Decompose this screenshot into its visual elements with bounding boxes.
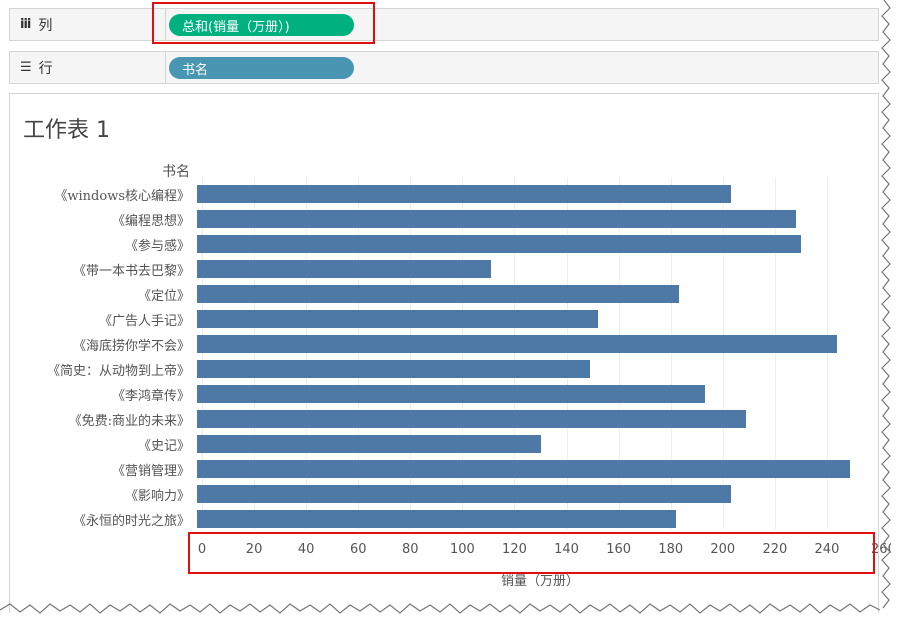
x-tick-label: 140	[554, 542, 579, 557]
gridline	[358, 178, 360, 530]
columns-icon: iii	[20, 17, 31, 32]
category-label: 《参与感》	[124, 239, 190, 254]
gridline	[774, 178, 776, 530]
category-label: 《简史：从动物到上帝》	[46, 364, 190, 379]
rows-pill-bookname[interactable]: 书名	[169, 57, 354, 79]
bar[interactable]	[197, 385, 705, 403]
category-label: 《免费:商业的未来》	[68, 414, 190, 429]
rows-shelf-label: ☰ 行	[10, 52, 166, 83]
bar[interactable]	[197, 410, 747, 428]
highlight-box-columns	[152, 2, 375, 44]
category-label: 《编程思想》	[111, 214, 190, 229]
x-tick-label: 60	[349, 542, 367, 557]
bar[interactable]	[197, 435, 541, 453]
bar[interactable]	[197, 210, 796, 228]
x-tick-label: 260	[871, 542, 891, 557]
gridline	[410, 178, 412, 530]
category-label: 《史记》	[137, 439, 190, 454]
x-tick-label: 180	[658, 542, 684, 557]
bar[interactable]	[197, 460, 851, 478]
columns-shelf: iii 列 总和(销量（万册）)	[9, 8, 879, 41]
x-tick-label: 160	[606, 542, 632, 557]
gridline	[618, 178, 620, 530]
gridline	[254, 178, 256, 530]
rows-icon: ☰	[20, 60, 32, 75]
category-label: 《李鸿章传》	[111, 389, 190, 404]
x-tick-label: 120	[502, 542, 527, 557]
highlight-box-axis	[188, 532, 875, 574]
x-axis-title: 销量（万册）	[500, 574, 579, 589]
x-tick-label: 200	[710, 542, 736, 557]
category-label: 《营销管理》	[111, 464, 190, 479]
gridline	[566, 178, 568, 530]
category-label: 《影响力》	[124, 489, 190, 504]
category-label: 《永恒的时光之旅》	[72, 514, 190, 529]
rows-shelf: ☰ 行 书名	[9, 51, 879, 84]
columns-pill-sales[interactable]: 总和(销量（万册）)	[169, 14, 354, 36]
bar[interactable]	[197, 185, 731, 203]
x-tick-label: 0	[197, 542, 207, 557]
sheet-title: 工作表 1	[23, 118, 110, 143]
rows-header: 书名	[162, 164, 190, 180]
bar[interactable]	[197, 235, 801, 253]
x-tick-label: 220	[762, 542, 788, 557]
x-tick-label: 100	[449, 542, 475, 557]
bar[interactable]	[197, 360, 590, 378]
bar[interactable]	[197, 510, 676, 528]
torn-edge-bottom	[0, 603, 881, 614]
bar[interactable]	[197, 485, 731, 503]
x-tick-label: 80	[402, 542, 419, 557]
columns-label: 列	[38, 17, 53, 34]
rows-label: 行	[38, 60, 53, 77]
bar[interactable]	[197, 285, 679, 303]
x-tick-label: 240	[814, 542, 840, 557]
columns-shelf-label: iii 列	[10, 9, 166, 40]
x-tick-label: 40	[297, 542, 315, 557]
x-tick-label: 20	[245, 542, 263, 557]
category-label: 《windows核心编程》	[54, 189, 190, 204]
bar[interactable]	[197, 260, 492, 278]
category-label: 《海底捞你学不会》	[72, 339, 190, 354]
gridline	[514, 178, 516, 530]
bar[interactable]	[197, 335, 838, 353]
category-label: 《带一本书去巴黎》	[72, 264, 190, 279]
category-label: 《广告人手记》	[98, 314, 190, 329]
gridline	[722, 178, 724, 530]
gridline	[826, 178, 828, 530]
gridline	[306, 178, 308, 530]
torn-edge-right	[881, 0, 891, 609]
gridline	[462, 178, 464, 530]
gridline	[670, 178, 672, 530]
bar[interactable]	[197, 310, 598, 328]
gridline	[202, 178, 203, 530]
category-label: 《定位》	[137, 289, 190, 304]
